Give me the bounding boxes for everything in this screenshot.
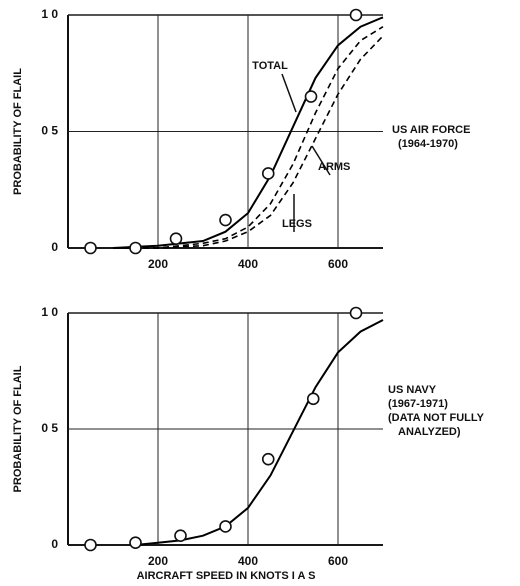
data-point [84,538,97,552]
annotation: (1964-1970) [398,138,458,150]
y-tick-label: 0 [51,537,58,551]
series-line [113,35,384,249]
data-point [261,452,275,466]
annotation: (1967-1971) [388,398,448,410]
y-tick-label: 0 [51,240,58,254]
x-tick-label: 600 [328,257,348,271]
x-axis-label: AIRCRAFT SPEED IN KNOTS I A S [137,570,316,582]
annotation: US AIR FORCE [392,124,470,136]
series-line [113,26,384,249]
data-point [219,520,232,533]
data-point [261,167,275,180]
data-point [349,8,363,22]
series-label: ARMS [318,161,350,173]
label-arrow [311,145,331,176]
annotation: (DATA NOT FULLY [388,412,485,424]
series-line [135,319,384,546]
annotation: US NAVY [388,384,437,396]
data-point [349,306,363,320]
x-tick-label: 200 [148,257,168,271]
x-tick-label: 600 [328,554,348,568]
x-tick-label: 400 [238,554,258,568]
data-point [84,241,97,255]
label-arrow [281,73,297,113]
data-point [169,232,183,245]
data-point [219,213,232,227]
y-tick-label: 1 0 [41,7,58,21]
series-label: LEGS [282,218,312,230]
data-point [129,536,142,549]
data-point [129,241,142,255]
y-tick-label: 0 5 [41,124,58,138]
data-point [304,90,318,103]
x-tick-label: 200 [148,554,168,568]
annotation: ANALYZED) [398,426,461,438]
y-tick-label: 1 0 [41,305,58,319]
data-point [174,529,187,543]
data-point [306,392,320,406]
y-tick-label: 0 5 [41,421,58,435]
x-tick-label: 400 [238,257,258,271]
series-label: TOTAL [252,60,288,72]
y-axis-label: PROBABILITY OF FLAIL [12,365,24,492]
y-axis-label: PROBABILITY OF FLAIL [12,68,24,195]
